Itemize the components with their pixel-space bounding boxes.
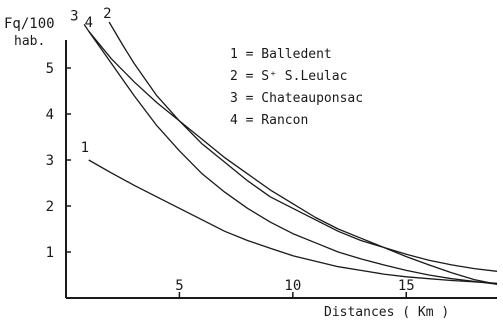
series-layer: 1 2 3 4 [70, 6, 498, 285]
y-ticks: 1 2 3 4 5 [46, 61, 71, 261]
series-label-4: 4 [85, 15, 93, 31]
series-line-1 [88, 159, 498, 284]
y-tick-label-5: 5 [46, 61, 54, 77]
legend-entry-3: 3 = Chateauponsac [230, 91, 363, 106]
x-axis-label: Distances ( Km ) [324, 305, 449, 320]
legend-entry-2: 2 = S⁺ S.Leulac [230, 69, 347, 84]
y-axis-label: Fq/100 [4, 16, 55, 32]
legend-entry-4: 4 = Rancon [230, 113, 308, 128]
y-tick-label-4: 4 [46, 107, 54, 123]
y-tick-label-3: 3 [46, 153, 54, 169]
y-axis-unit: hab. [14, 34, 45, 49]
x-ticks: 5 10 15 [175, 278, 415, 298]
legend: 1 = Balledent 2 = S⁺ S.Leulac 3 = Chatea… [230, 47, 363, 128]
series-label-1: 1 [81, 140, 89, 156]
x-tick-label-15: 15 [398, 278, 415, 294]
x-tick-label-5: 5 [175, 278, 183, 294]
series-line-2 [108, 21, 498, 272]
y-tick-label-2: 2 [46, 199, 54, 215]
legend-entry-1: 1 = Balledent [230, 47, 332, 62]
y-tick-label-1: 1 [46, 245, 54, 261]
x-tick-label-10: 10 [284, 278, 301, 294]
series-label-2: 2 [103, 6, 111, 22]
series-label-3: 3 [70, 8, 78, 24]
series-line-4 [88, 30, 498, 285]
series-line-3 [83, 23, 498, 285]
